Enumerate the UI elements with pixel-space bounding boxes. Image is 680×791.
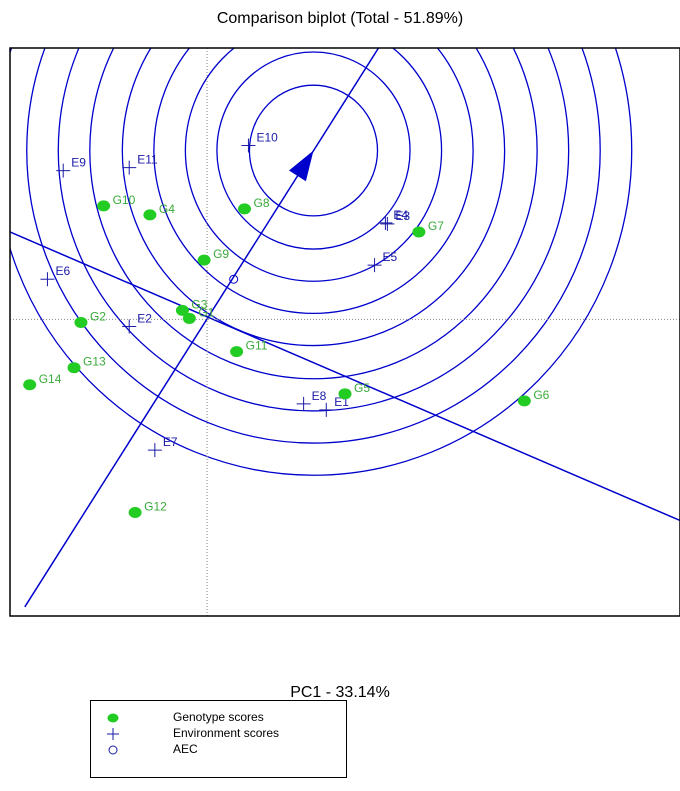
concentric-circle bbox=[26, 48, 601, 444]
genotype-label: G12 bbox=[144, 499, 167, 513]
genotype-label: G7 bbox=[428, 219, 444, 233]
genotype-label: G5 bbox=[354, 381, 370, 395]
genotype-marker bbox=[128, 506, 142, 518]
genotype-label: G6 bbox=[533, 388, 549, 402]
legend: Genotype scores Environment scores AEC bbox=[90, 700, 347, 778]
genotype-marker bbox=[143, 209, 157, 221]
genotype-marker bbox=[238, 203, 251, 215]
genotype-label: G8 bbox=[254, 196, 270, 210]
legend-item-environment: Environment scores bbox=[91, 725, 346, 741]
genotype-marker bbox=[412, 226, 426, 238]
concentric-circle bbox=[121, 48, 506, 347]
concentric-circle bbox=[57, 48, 570, 412]
reference-lines bbox=[10, 48, 680, 616]
environment-label: E2 bbox=[137, 311, 152, 325]
genotype-marker bbox=[74, 316, 88, 328]
genotype-marker bbox=[197, 254, 211, 266]
concentric-circles bbox=[10, 48, 633, 476]
legend-item-genotype: Genotype scores bbox=[91, 709, 346, 725]
environment-label: E11 bbox=[137, 153, 158, 167]
genotype-marker bbox=[338, 388, 352, 400]
concentric-circle bbox=[153, 48, 474, 315]
ideal-arrow-icon bbox=[289, 150, 314, 182]
concentric-circle bbox=[216, 51, 411, 250]
environment-label: E4 bbox=[393, 208, 408, 222]
concentric-circle bbox=[89, 48, 538, 380]
environment-label: E10 bbox=[256, 131, 278, 145]
genotype-label: G4 bbox=[159, 202, 175, 216]
legend-label: Environment scores bbox=[173, 726, 280, 740]
environment-label: E8 bbox=[312, 389, 327, 403]
genotype-label: G13 bbox=[83, 355, 106, 369]
environment-label: E9 bbox=[71, 156, 86, 170]
aec-point-marker bbox=[229, 274, 239, 284]
environment-label: E3 bbox=[395, 209, 410, 223]
genotype-marker bbox=[230, 346, 244, 358]
aec-lines bbox=[10, 48, 680, 608]
genotype-label: G3 bbox=[191, 297, 207, 311]
aec-ordinate-line bbox=[10, 231, 680, 522]
genotype-label: G9 bbox=[213, 247, 229, 261]
legend-label: Genotype scores bbox=[173, 710, 264, 724]
genotype-marker bbox=[67, 362, 81, 374]
aec-abscissa-line bbox=[24, 48, 380, 608]
plus-icon bbox=[107, 728, 119, 740]
legend-item-aec: AEC bbox=[91, 741, 346, 757]
genotype-label: G14 bbox=[39, 372, 62, 386]
genotype-marker bbox=[175, 304, 189, 316]
filled-circle-icon bbox=[107, 713, 119, 723]
chart-title: Comparison biplot (Total - 51.89%) bbox=[216, 10, 464, 27]
x-axis-label: PC1 - 33.14% bbox=[290, 684, 390, 701]
genotype-label: G2 bbox=[90, 309, 106, 323]
concentric-circle bbox=[248, 84, 379, 217]
plot-frame bbox=[9, 47, 680, 617]
environment-label: E6 bbox=[55, 264, 70, 278]
legend-label: AEC bbox=[173, 742, 198, 756]
genotype-label: G1 bbox=[198, 305, 214, 319]
genotype-marker bbox=[182, 312, 196, 324]
concentric-circle bbox=[10, 48, 633, 476]
points-layer: E1E2E3E4E5E6E7E8E9E10E11G1G2G3G4G5G6G7G8… bbox=[23, 131, 550, 518]
genotype-label: G11 bbox=[246, 339, 268, 353]
genotype-marker bbox=[97, 200, 111, 212]
environment-label: E7 bbox=[163, 435, 178, 449]
environment-label: E5 bbox=[383, 250, 398, 264]
genotype-marker bbox=[517, 395, 531, 407]
genotype-marker bbox=[23, 379, 37, 391]
concentric-circle bbox=[184, 48, 443, 282]
open-circle-icon bbox=[108, 745, 118, 755]
biplot-canvas: E1E2E3E4E5E6E7E8E9E10E11G1G2G3G4G5G6G7G8… bbox=[9, 47, 680, 617]
genotype-label: G10 bbox=[113, 193, 136, 207]
